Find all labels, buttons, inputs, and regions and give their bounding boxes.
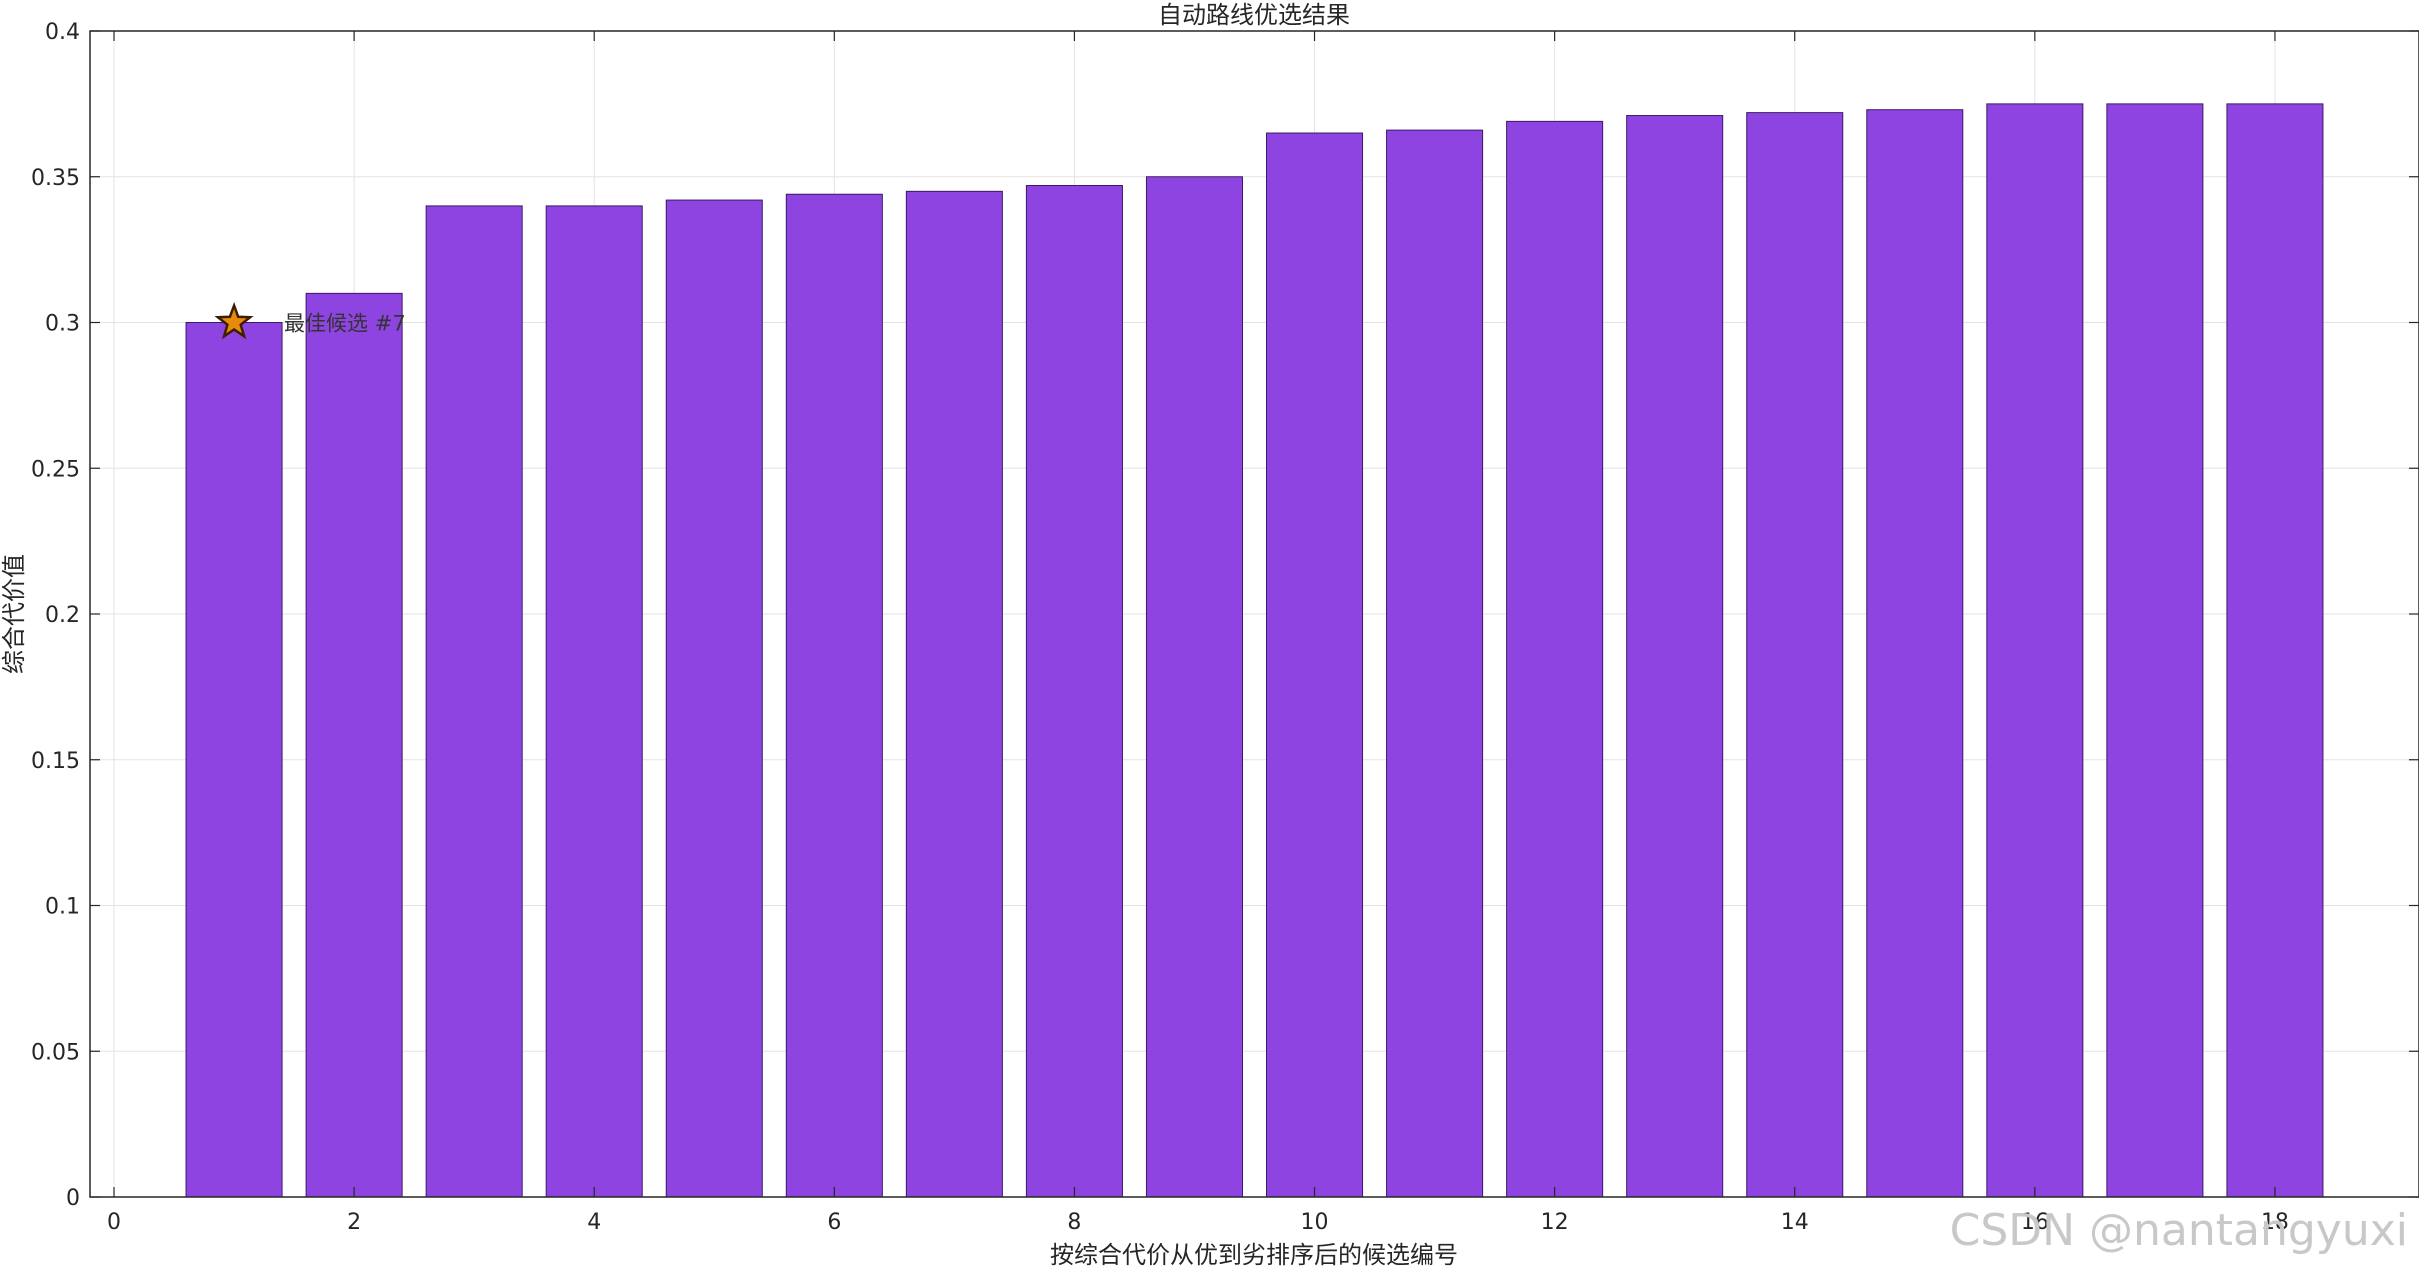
bar bbox=[1145, 176, 1243, 1198]
bar bbox=[785, 193, 883, 1198]
y-tick-label: 0.25 bbox=[31, 457, 80, 482]
x-tick-label: 18 bbox=[2261, 1210, 2289, 1235]
bar bbox=[905, 190, 1003, 1198]
bar bbox=[2106, 103, 2204, 1198]
x-tick-label: 12 bbox=[1541, 1210, 1569, 1235]
y-tick-label: 0.4 bbox=[45, 20, 80, 45]
bar bbox=[2226, 103, 2324, 1198]
bar bbox=[305, 292, 403, 1198]
bar bbox=[1266, 132, 1364, 1198]
y-tick-label: 0.35 bbox=[31, 166, 80, 191]
x-tick-label: 6 bbox=[827, 1210, 841, 1235]
y-axis-label: 综合代价值 bbox=[0, 554, 28, 674]
bar bbox=[1025, 184, 1123, 1198]
bar bbox=[1506, 120, 1604, 1198]
x-tick-label: 4 bbox=[587, 1210, 601, 1235]
x-tick-label: 0 bbox=[107, 1210, 121, 1235]
best-candidate-marker: 最佳候选 #7 bbox=[214, 301, 406, 340]
bar bbox=[1386, 129, 1484, 1198]
bar bbox=[1626, 115, 1724, 1198]
x-tick-label: 16 bbox=[2021, 1210, 2049, 1235]
x-axis-label: 按综合代价从优到劣排序后的候选编号 bbox=[1050, 1241, 1458, 1269]
bar bbox=[1866, 109, 1964, 1198]
watermark: CSDN @nantangyuxi bbox=[1950, 1205, 2408, 1256]
x-tick-label: 2 bbox=[347, 1210, 361, 1235]
bar bbox=[665, 199, 763, 1198]
y-tick-label: 0.1 bbox=[45, 895, 80, 920]
y-tick-label: 0.15 bbox=[31, 749, 80, 774]
bar bbox=[425, 205, 523, 1198]
bar bbox=[545, 205, 643, 1198]
bar bbox=[1746, 112, 1844, 1198]
x-tick-label: 8 bbox=[1067, 1210, 1081, 1235]
y-tick-label: 0.2 bbox=[45, 603, 80, 628]
bar bbox=[1986, 103, 2084, 1198]
bars bbox=[185, 103, 2324, 1198]
y-tick-label: 0 bbox=[66, 1186, 80, 1211]
axis-ticks: 0 2 4 6 8 10 12 14 16 18 0 0.05 0.1 0.15 0.2 0.25 0.3 0.3… bbox=[31, 20, 2419, 1235]
x-tick-label: 14 bbox=[1781, 1210, 1809, 1235]
y-tick-label: 0.3 bbox=[45, 312, 80, 337]
chart-title: 自动路线优选结果 bbox=[1158, 1, 1350, 29]
star-marker bbox=[214, 301, 254, 340]
best-candidate-label: 最佳候选 #7 bbox=[284, 312, 406, 336]
x-tick-label: 10 bbox=[1301, 1210, 1329, 1235]
y-tick-label: 0.05 bbox=[31, 1040, 80, 1065]
bar bbox=[185, 322, 283, 1198]
